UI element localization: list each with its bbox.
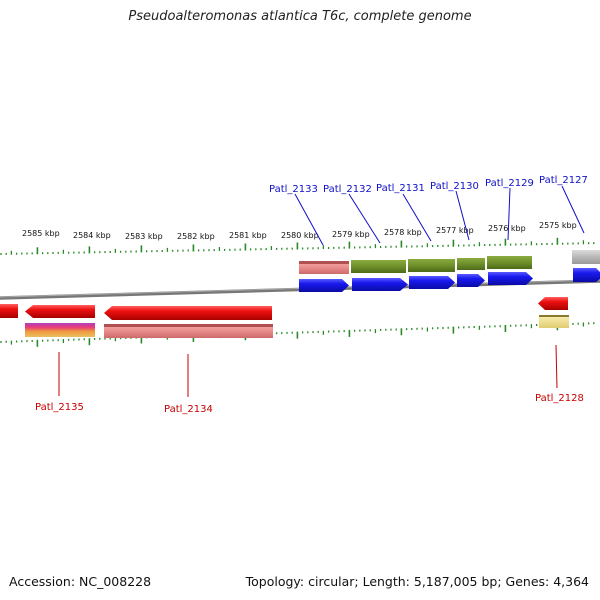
cds-forward-Patl_2129[interactable] — [488, 272, 533, 285]
tick-label: 2585 kbp — [22, 229, 60, 238]
feature-Patl_2127[interactable] — [572, 250, 600, 264]
cds-forward-Patl_2132[interactable] — [352, 278, 408, 291]
feature-Patl_2134[interactable] — [104, 325, 273, 338]
tick-label: 2575 kbp — [539, 221, 577, 230]
feature-Patl_2128-top — [539, 315, 569, 317]
feature-Patl_2131[interactable] — [408, 259, 455, 272]
feature-Patl_2129[interactable] — [487, 256, 532, 269]
feature-Patl_2128[interactable] — [539, 316, 569, 328]
accession-label: Accession: NC_008228 — [9, 574, 152, 589]
gene-label-Patl_2134[interactable]: Patl_2134 — [164, 404, 213, 415]
gene-label-Patl_2129[interactable]: Patl_2129 — [485, 178, 534, 189]
tick-label: 2577 kbp — [436, 226, 474, 235]
leaders-reverse — [58, 344, 558, 397]
cds-forward-Patl_2133[interactable] — [299, 279, 349, 292]
tick-label: 2576 kbp — [488, 224, 526, 233]
feature-Patl_2130[interactable] — [457, 258, 485, 270]
topology-summary: Topology: circular; Length: 5,187,005 bp… — [245, 574, 589, 589]
gene-label-Patl_2130[interactable]: Patl_2130 — [430, 181, 479, 192]
scale-labels: 2585 kbp 2584 kbp 2583 kbp 2582 kbp 2581… — [22, 221, 577, 241]
genome-title: Pseudoalteromonas atlantica T6c, complet… — [128, 9, 472, 24]
tick-label: 2584 kbp — [73, 231, 111, 240]
cds-reverse-Patl_2134[interactable] — [104, 306, 272, 320]
tick-label: 2581 kbp — [229, 231, 267, 240]
feature-Patl_2134-top — [104, 324, 273, 327]
gene-label-Patl_2133[interactable]: Patl_2133 — [269, 184, 318, 195]
tick-label: 2583 kbp — [125, 232, 163, 241]
tick-label: 2578 kbp — [384, 228, 422, 237]
tick-label: 2580 kbp — [281, 231, 319, 240]
tick-label: 2582 kbp — [177, 232, 215, 241]
feature-Patl_2132[interactable] — [351, 260, 406, 273]
gene-label-Patl_2128[interactable]: Patl_2128 — [535, 393, 584, 404]
gene-label-Patl_2131[interactable]: Patl_2131 — [376, 183, 425, 194]
gene-label-Patl_2135[interactable]: Patl_2135 — [35, 402, 84, 413]
cds-forward-Patl_2131[interactable] — [409, 276, 455, 289]
gene-label-Patl_2127[interactable]: Patl_2127 — [539, 175, 588, 186]
cds-reverse-Patl_2128[interactable] — [538, 297, 568, 310]
cds-forward-Patl_2130[interactable] — [457, 274, 485, 287]
scale-ticks-top — [0, 237, 595, 255]
gene-label-Patl_2132[interactable]: Patl_2132 — [323, 184, 372, 195]
feature-Patl_2133-top — [299, 261, 349, 264]
feature-Patl_2133[interactable] — [299, 262, 349, 274]
tick-label: 2579 kbp — [332, 230, 370, 239]
cds-reverse-Patl_2135[interactable] — [25, 305, 95, 318]
leaders-forward — [294, 185, 585, 246]
feature-Patl_2135[interactable] — [25, 323, 95, 337]
cds-forward-Patl_2127[interactable] — [573, 268, 600, 282]
cds-reverse-edge[interactable] — [0, 304, 18, 318]
